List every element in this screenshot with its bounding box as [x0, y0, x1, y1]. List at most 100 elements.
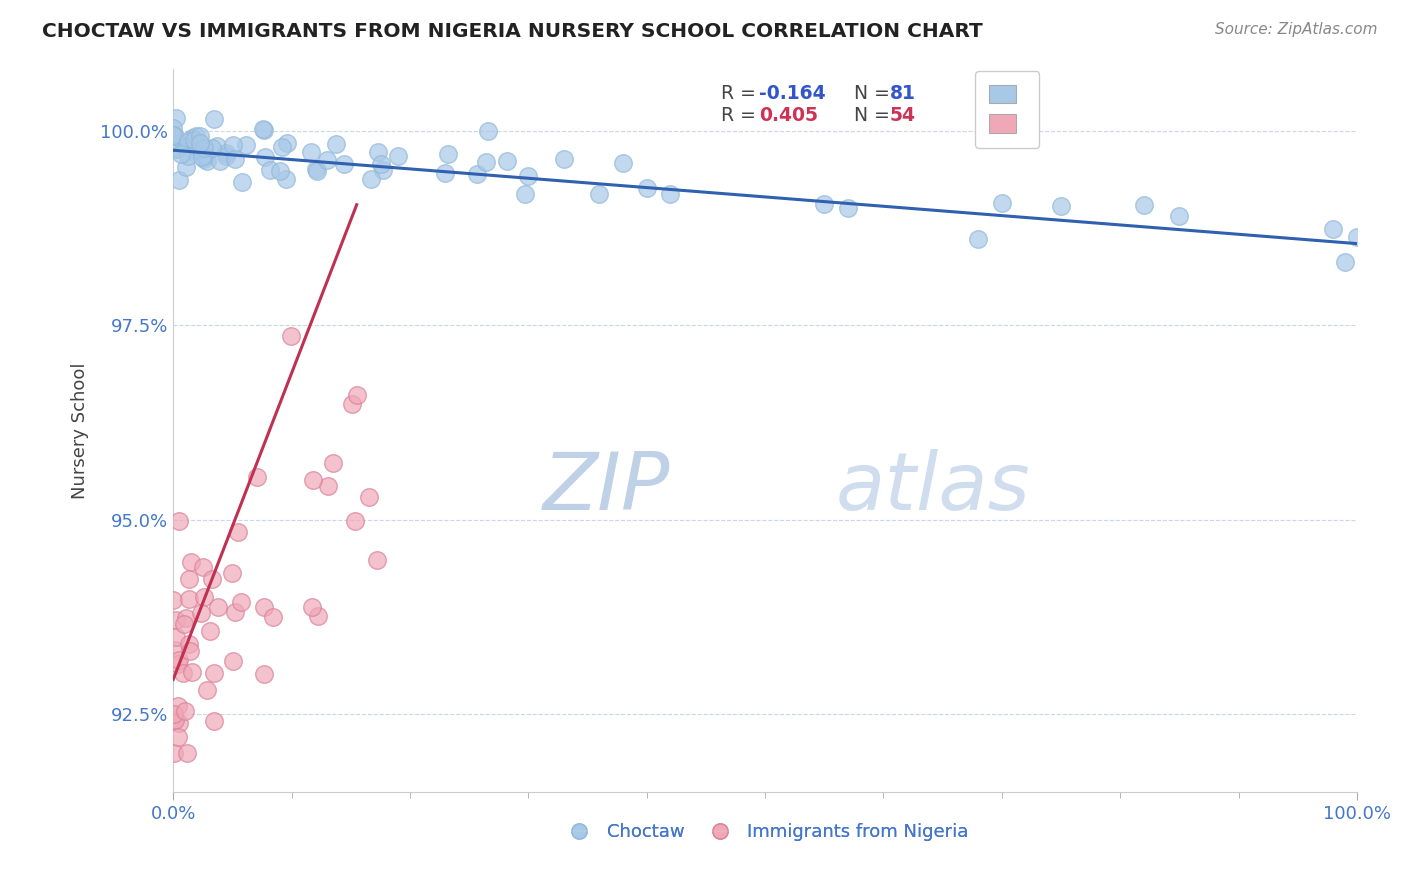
Point [235, 138, 257, 153]
Point [1322, 221, 1344, 235]
Point [359, 490, 381, 504]
Point [517, 169, 540, 184]
Point [174, 704, 197, 718]
Point [659, 187, 682, 202]
Text: N =: N = [853, 106, 896, 125]
Point [184, 137, 207, 152]
Point [967, 232, 990, 246]
Point [370, 157, 392, 171]
Point [177, 149, 200, 163]
Point [169, 514, 191, 528]
Point [436, 146, 458, 161]
Point [186, 143, 208, 157]
Point [221, 654, 243, 668]
Point [367, 145, 389, 160]
Point [172, 665, 194, 680]
Point [433, 166, 456, 180]
Point [1334, 255, 1357, 269]
Point [193, 141, 215, 155]
Point [553, 152, 575, 166]
Point [177, 134, 200, 148]
Point [269, 164, 291, 178]
Point [174, 140, 197, 154]
Point [183, 133, 205, 147]
Point [373, 162, 395, 177]
Point [163, 714, 186, 728]
Point [1168, 209, 1191, 223]
Point [612, 155, 634, 169]
Point [188, 128, 211, 143]
Text: ZIP: ZIP [543, 450, 671, 527]
Point [299, 145, 322, 159]
Point [224, 606, 246, 620]
Point [231, 175, 253, 189]
Point [186, 128, 208, 143]
Point [165, 613, 187, 627]
Point [226, 525, 249, 540]
Point [208, 154, 231, 169]
Point [163, 712, 186, 726]
Point [166, 730, 188, 744]
Point [180, 555, 202, 569]
Point [259, 162, 281, 177]
Point [991, 195, 1014, 210]
Point [179, 572, 201, 586]
Point [224, 152, 246, 166]
Point [475, 155, 498, 169]
Point [322, 456, 344, 470]
Point [188, 136, 211, 150]
Point [202, 112, 225, 126]
Point [346, 388, 368, 402]
Point [162, 593, 184, 607]
Point [636, 181, 658, 195]
Point [190, 606, 212, 620]
Point [1346, 230, 1368, 244]
Point [215, 146, 238, 161]
Point [252, 121, 274, 136]
Point [163, 747, 186, 761]
Point [316, 153, 339, 168]
Point [200, 141, 222, 155]
Point [194, 148, 217, 162]
Point [513, 186, 536, 201]
Point [301, 600, 323, 615]
Point [221, 566, 243, 580]
Point [366, 553, 388, 567]
Point [176, 611, 198, 625]
Point [360, 171, 382, 186]
Point [276, 136, 298, 151]
Point [305, 164, 328, 178]
Point [316, 479, 339, 493]
Point [167, 715, 190, 730]
Point [253, 667, 276, 681]
Point [332, 157, 354, 171]
Point [222, 138, 245, 153]
Point [387, 149, 409, 163]
Text: CHOCTAW VS IMMIGRANTS FROM NIGERIA NURSERY SCHOOL CORRELATION CHART: CHOCTAW VS IMMIGRANTS FROM NIGERIA NURSE… [42, 22, 983, 41]
Point [181, 131, 204, 145]
Point [167, 653, 190, 667]
Point [191, 559, 214, 574]
Point [280, 329, 302, 343]
Point [467, 167, 489, 181]
Point [307, 609, 329, 624]
Point [177, 637, 200, 651]
Point [167, 173, 190, 187]
Point [163, 128, 186, 143]
Point [174, 161, 197, 175]
Point [193, 152, 215, 166]
Point [166, 699, 188, 714]
Point [325, 136, 347, 151]
Point [162, 128, 184, 142]
Point [202, 666, 225, 681]
Point [340, 397, 363, 411]
Text: 0.405: 0.405 [759, 106, 818, 125]
Point [205, 139, 228, 153]
Point [304, 161, 326, 176]
Point [207, 600, 229, 615]
Point [173, 617, 195, 632]
Text: R =: R = [721, 106, 762, 125]
Point [1050, 198, 1073, 212]
Point [170, 147, 193, 161]
Point [177, 592, 200, 607]
